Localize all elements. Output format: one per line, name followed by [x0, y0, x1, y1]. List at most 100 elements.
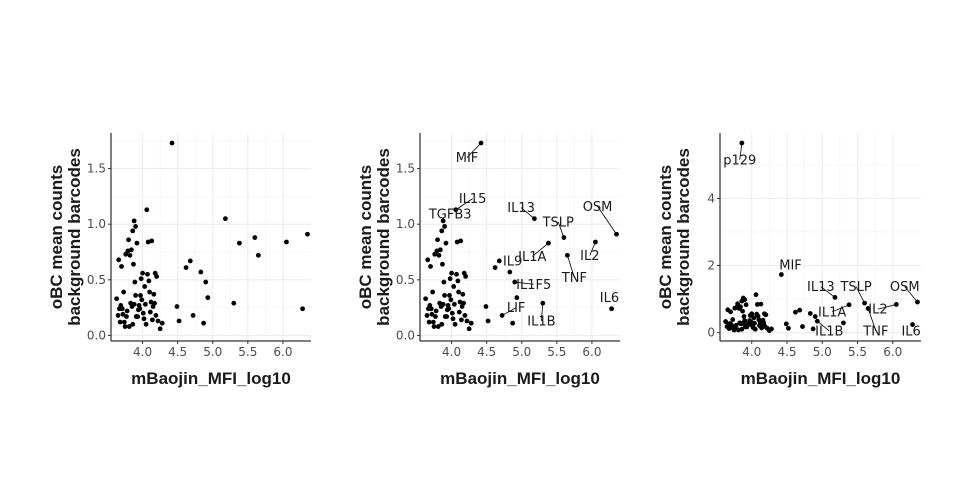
data-point [149, 238, 155, 244]
data-point [126, 324, 132, 329]
data-point [151, 291, 157, 297]
data-point [135, 314, 141, 319]
point-label: TNF [561, 271, 587, 286]
point-label: LIF [507, 301, 526, 316]
data-point [458, 238, 464, 244]
data-point [546, 240, 551, 246]
scatter-panel-1: 4.0 4.5 5.0 5.5 6.0 0.0 0.5 1.0 1.5 mBaojin_MFI_l… [47, 133, 311, 388]
data-point [749, 311, 755, 317]
x-tick-label: 4.5 [777, 345, 796, 359]
y-axis-title-line-1: oBC mean counts [656, 165, 675, 310]
data-point [439, 321, 445, 327]
data-point [152, 300, 157, 306]
data-point [739, 140, 745, 146]
data-point [814, 318, 820, 324]
point-label: IL1A [518, 250, 546, 265]
data-point [159, 320, 165, 326]
data-point [190, 313, 196, 318]
data-point [793, 309, 798, 315]
data-point [424, 313, 430, 318]
data-point [739, 326, 745, 332]
data-point [733, 322, 739, 328]
data-point [451, 301, 457, 307]
y-axis-title-line-1: oBC mean counts [47, 165, 66, 310]
point-label: IL1B [527, 314, 555, 329]
data-point [201, 320, 207, 326]
data-point [449, 270, 454, 276]
point-label: TGFB3 [428, 208, 472, 223]
data-point [800, 324, 805, 329]
data-point [730, 317, 736, 322]
data-point [440, 301, 446, 307]
data-point [783, 321, 789, 327]
data-point [305, 231, 310, 237]
annotation-leader-line [557, 221, 565, 238]
y-tick-label: 0 [707, 326, 715, 340]
data-point [121, 289, 127, 295]
annotation-leader-line [541, 303, 544, 322]
data-point [134, 240, 140, 246]
annotation-leader-line [820, 286, 836, 298]
data-point [531, 216, 537, 222]
data-point [478, 140, 484, 146]
data-point [255, 252, 261, 258]
data-point [231, 300, 237, 306]
data-point [128, 247, 134, 253]
data-point [561, 235, 567, 240]
data-point [499, 313, 505, 318]
data-point [456, 309, 462, 315]
data-point [141, 316, 147, 322]
data-point [146, 278, 152, 284]
y-tick-label: 1.0 [87, 217, 106, 231]
data-point [435, 237, 440, 243]
data-point [441, 279, 447, 285]
data-point [483, 304, 489, 309]
data-point [144, 207, 150, 213]
data-point [735, 301, 741, 307]
data-point [122, 324, 128, 329]
x-tick-label: 5.0 [813, 345, 832, 359]
data-point [176, 318, 182, 324]
data-point [751, 315, 757, 321]
x-axis-title: mBaojin_MFI_log10 [440, 369, 600, 388]
data-point [117, 319, 123, 325]
data-point [758, 301, 764, 307]
data-point [198, 269, 204, 275]
data-point [131, 218, 137, 224]
x-tick-label: 4.5 [168, 345, 187, 359]
y-tick-label: 1.0 [396, 217, 415, 231]
annotation-leader-line [466, 142, 482, 158]
y-tick-label: 0.0 [396, 328, 415, 342]
data-point [496, 258, 502, 264]
data-point [137, 306, 143, 312]
x-tick-label: 4.5 [477, 345, 496, 359]
data-point [442, 224, 447, 229]
annotation-leader-line [867, 308, 877, 332]
data-point [428, 264, 433, 269]
x-tick-label: 5.5 [238, 345, 257, 359]
data-point [133, 292, 138, 298]
data-point [150, 317, 155, 323]
y-axis-title-line-2: background barcodes [65, 148, 84, 326]
data-point [436, 252, 442, 258]
data-point [147, 289, 152, 295]
data-point [447, 292, 452, 298]
data-point [133, 224, 138, 229]
data-point [284, 239, 289, 245]
y-axis-title-line-2: background barcodes [674, 148, 693, 326]
data-point [131, 261, 136, 267]
data-point [893, 302, 899, 307]
data-point [252, 235, 258, 240]
data-point [426, 319, 432, 325]
data-point [143, 321, 149, 327]
data-point [462, 313, 468, 318]
data-point [778, 272, 784, 277]
data-point [540, 300, 546, 306]
data-point [454, 271, 459, 277]
point-label: OSM [583, 200, 613, 215]
data-point [742, 297, 748, 303]
annotation-leader-line [501, 307, 517, 316]
annotation-leader-line [566, 255, 575, 278]
annotation-leader-line [532, 242, 549, 257]
data-point [763, 312, 769, 318]
